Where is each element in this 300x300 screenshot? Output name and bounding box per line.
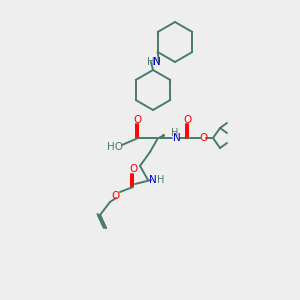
Text: O: O bbox=[112, 191, 120, 201]
Text: N: N bbox=[149, 175, 157, 185]
Text: O: O bbox=[184, 115, 192, 125]
Text: N: N bbox=[153, 57, 161, 67]
Text: O: O bbox=[199, 133, 207, 143]
Text: N: N bbox=[173, 133, 181, 143]
Text: H: H bbox=[147, 57, 155, 67]
Text: H: H bbox=[157, 175, 165, 185]
Text: H: H bbox=[171, 128, 179, 138]
Text: HO: HO bbox=[107, 142, 123, 152]
Text: O: O bbox=[134, 115, 142, 125]
Text: O: O bbox=[129, 164, 137, 174]
